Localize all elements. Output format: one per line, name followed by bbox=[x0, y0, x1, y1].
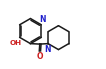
Text: O: O bbox=[36, 52, 43, 61]
Text: OH: OH bbox=[9, 40, 21, 46]
Text: N: N bbox=[44, 45, 51, 54]
Text: N: N bbox=[39, 15, 46, 24]
